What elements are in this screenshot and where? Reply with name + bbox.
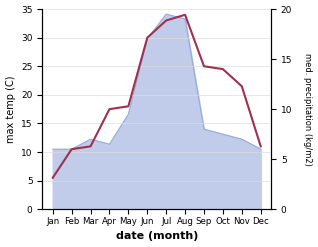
Y-axis label: max temp (C): max temp (C) (5, 75, 16, 143)
X-axis label: date (month): date (month) (115, 231, 198, 242)
Y-axis label: med. precipitation (kg/m2): med. precipitation (kg/m2) (303, 53, 313, 165)
